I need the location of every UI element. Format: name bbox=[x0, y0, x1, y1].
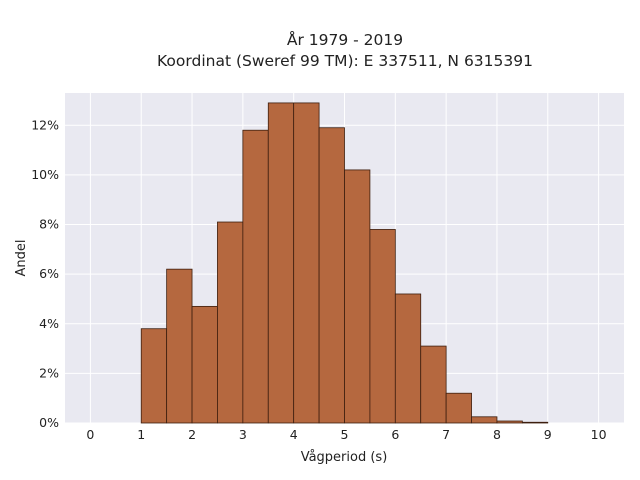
histogram-bar bbox=[318, 127, 345, 424]
histogram-bar bbox=[242, 129, 269, 424]
x-tick-label: 1 bbox=[137, 427, 145, 442]
histogram-bar bbox=[267, 102, 295, 424]
histogram-bar bbox=[293, 102, 320, 424]
x-tick-label: 0 bbox=[86, 427, 94, 442]
histogram-bars bbox=[140, 102, 549, 424]
histogram-bar bbox=[521, 421, 549, 424]
histogram-bar bbox=[394, 293, 422, 424]
histogram-bar bbox=[191, 305, 218, 424]
y-tick-label: 8% bbox=[39, 217, 59, 232]
histogram-bar bbox=[445, 392, 472, 424]
x-tick-label: 10 bbox=[591, 427, 607, 442]
x-tick-label: 8 bbox=[493, 427, 501, 442]
y-tick-label: 4% bbox=[39, 316, 59, 331]
histogram-bar bbox=[420, 345, 447, 424]
y-tick-label: 0% bbox=[39, 415, 59, 430]
histogram-bar bbox=[140, 328, 168, 424]
histogram-bar bbox=[166, 268, 193, 424]
y-axis-label: Andel bbox=[14, 240, 29, 277]
y-tick-label: 12% bbox=[31, 117, 59, 132]
chart-title-line-1: År 1979 - 2019 bbox=[287, 30, 403, 49]
histogram-bar bbox=[369, 229, 396, 424]
histogram-bar bbox=[471, 416, 498, 424]
y-tick-label: 2% bbox=[39, 365, 59, 380]
histogram-bar bbox=[217, 221, 244, 424]
chart-title-line-2: Koordinat (Sweref 99 TM): E 337511, N 63… bbox=[157, 52, 533, 70]
x-tick-label: 3 bbox=[239, 427, 247, 442]
x-tick-label: 7 bbox=[442, 427, 450, 442]
x-tick-label: 4 bbox=[290, 427, 298, 442]
x-tick-label: 2 bbox=[188, 427, 196, 442]
tick-labels: 0 1 2 3 4 5 6 7 8 9 10 0% 2% 4% 6% 8% 10% 12% bbox=[31, 117, 606, 442]
x-tick-label: 9 bbox=[544, 427, 552, 442]
y-tick-label: 10% bbox=[31, 167, 59, 182]
histogram-bar bbox=[344, 169, 371, 424]
x-axis-label: Vågperiod (s) bbox=[301, 450, 388, 465]
y-tick-label: 6% bbox=[39, 266, 59, 281]
histogram-bar bbox=[496, 420, 523, 424]
x-tick-label: 6 bbox=[391, 427, 399, 442]
x-tick-label: 5 bbox=[341, 427, 349, 442]
